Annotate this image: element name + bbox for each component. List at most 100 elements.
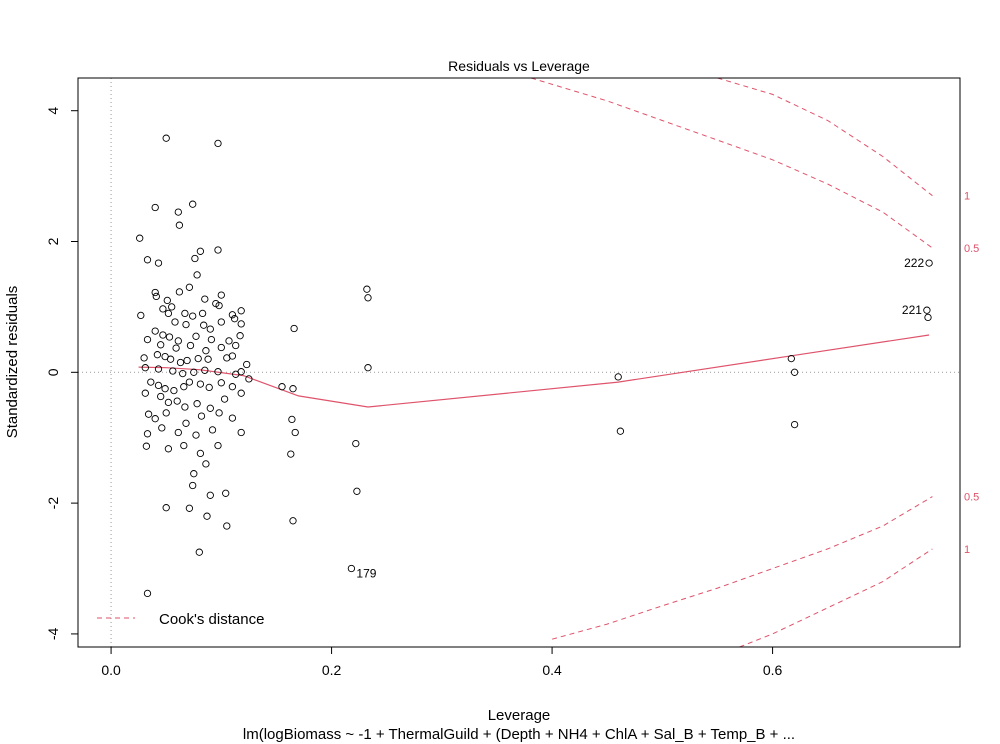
cook-contour-label-0.5-lower: 0.5 bbox=[964, 492, 979, 504]
cook-contour-label-1-lower: 1 bbox=[964, 544, 970, 556]
data-point bbox=[159, 305, 167, 313]
data-point bbox=[191, 254, 199, 263]
plot-frame bbox=[77, 77, 961, 648]
point-label-222: 222 bbox=[904, 256, 924, 270]
y-tick-label: 0 bbox=[45, 368, 61, 376]
data-point bbox=[157, 341, 165, 349]
data-point bbox=[353, 487, 361, 495]
data-point bbox=[198, 309, 207, 318]
data-point bbox=[287, 450, 295, 458]
data-point bbox=[214, 368, 222, 376]
data-point bbox=[180, 383, 188, 391]
data-point bbox=[168, 303, 176, 311]
data-point bbox=[189, 312, 197, 320]
data-point bbox=[217, 291, 225, 299]
data-point bbox=[237, 428, 245, 437]
data-point bbox=[154, 381, 163, 390]
point-label-179: 179 bbox=[356, 567, 376, 581]
data-point bbox=[175, 221, 184, 229]
data-point bbox=[206, 491, 214, 499]
data-point bbox=[237, 307, 245, 315]
data-point bbox=[151, 327, 159, 335]
data-point bbox=[202, 460, 210, 468]
y-axis: -4 -2 0 2 4 bbox=[45, 107, 79, 640]
data-point bbox=[236, 332, 244, 340]
data-point bbox=[217, 343, 225, 352]
data-point bbox=[214, 246, 222, 254]
data-point bbox=[215, 301, 223, 310]
data-point bbox=[157, 392, 165, 401]
data-point bbox=[288, 415, 296, 424]
data-point bbox=[214, 441, 222, 450]
data-point bbox=[174, 428, 182, 437]
data-point bbox=[278, 383, 286, 391]
cook-contour-labels: 0.5 0.5 1 1 bbox=[964, 191, 979, 556]
data-point bbox=[154, 259, 163, 267]
y-tick-label: -2 bbox=[45, 497, 61, 510]
data-point bbox=[237, 368, 245, 376]
data-point bbox=[185, 378, 194, 386]
data-point bbox=[200, 321, 208, 329]
data-point bbox=[142, 442, 151, 450]
data-point bbox=[790, 420, 799, 429]
x-tick-label: 0.6 bbox=[763, 662, 783, 678]
data-point bbox=[189, 481, 197, 490]
data-point bbox=[179, 369, 187, 378]
data-point bbox=[159, 331, 167, 339]
data-point bbox=[162, 409, 170, 417]
data-point bbox=[196, 449, 205, 458]
data-point bbox=[144, 410, 153, 418]
data-point bbox=[208, 426, 217, 434]
data-point bbox=[170, 386, 178, 395]
data-point bbox=[206, 325, 214, 333]
data-point bbox=[163, 296, 171, 305]
data-point bbox=[171, 318, 179, 326]
data-point bbox=[197, 412, 206, 420]
data-point bbox=[228, 414, 237, 422]
data-point bbox=[195, 548, 203, 556]
data-point bbox=[136, 234, 144, 242]
data-point bbox=[228, 311, 237, 319]
data-point bbox=[206, 404, 214, 412]
data-point bbox=[182, 419, 190, 427]
cook-contour-label-0.5-upper: 0.5 bbox=[964, 243, 979, 255]
data-point bbox=[164, 445, 173, 453]
data-point bbox=[202, 347, 210, 355]
data-point bbox=[923, 306, 931, 314]
data-point bbox=[143, 335, 152, 344]
data-point bbox=[193, 400, 201, 408]
data-point bbox=[196, 380, 205, 388]
x-axis: 0.0 0.2 0.4 0.6 bbox=[101, 646, 783, 678]
data-point bbox=[290, 324, 298, 333]
data-point bbox=[186, 341, 195, 350]
data-point bbox=[183, 356, 191, 365]
data-point bbox=[790, 368, 799, 376]
data-point bbox=[151, 203, 159, 212]
y-axis-label: Standardized residuals bbox=[4, 286, 21, 439]
data-point bbox=[192, 431, 200, 439]
point-label-221: 221 bbox=[902, 303, 922, 317]
data-point bbox=[185, 504, 194, 512]
data-point bbox=[169, 367, 177, 375]
data-point bbox=[228, 352, 237, 360]
smoother-line bbox=[138, 334, 930, 408]
data-point bbox=[181, 403, 189, 411]
data-point bbox=[180, 441, 188, 450]
data-point bbox=[162, 504, 170, 512]
data-point bbox=[141, 364, 149, 372]
data-point bbox=[614, 373, 622, 381]
y-tick-label: 2 bbox=[45, 237, 61, 245]
data-point bbox=[172, 344, 180, 352]
data-point bbox=[201, 295, 209, 303]
data-point bbox=[143, 430, 152, 438]
x-tick-label: 0.2 bbox=[322, 662, 342, 678]
x-tick-label: 0.4 bbox=[542, 662, 562, 678]
chart-title: Residuals vs Leverage bbox=[448, 58, 590, 74]
data-point bbox=[925, 259, 933, 267]
model-formula-subtitle: lm(logBiomass ~ -1 + ThermalGuild + (Dep… bbox=[243, 726, 795, 743]
data-point bbox=[137, 311, 145, 320]
data-point bbox=[201, 366, 209, 374]
loess-smoother bbox=[138, 334, 930, 408]
data-point bbox=[243, 360, 251, 369]
